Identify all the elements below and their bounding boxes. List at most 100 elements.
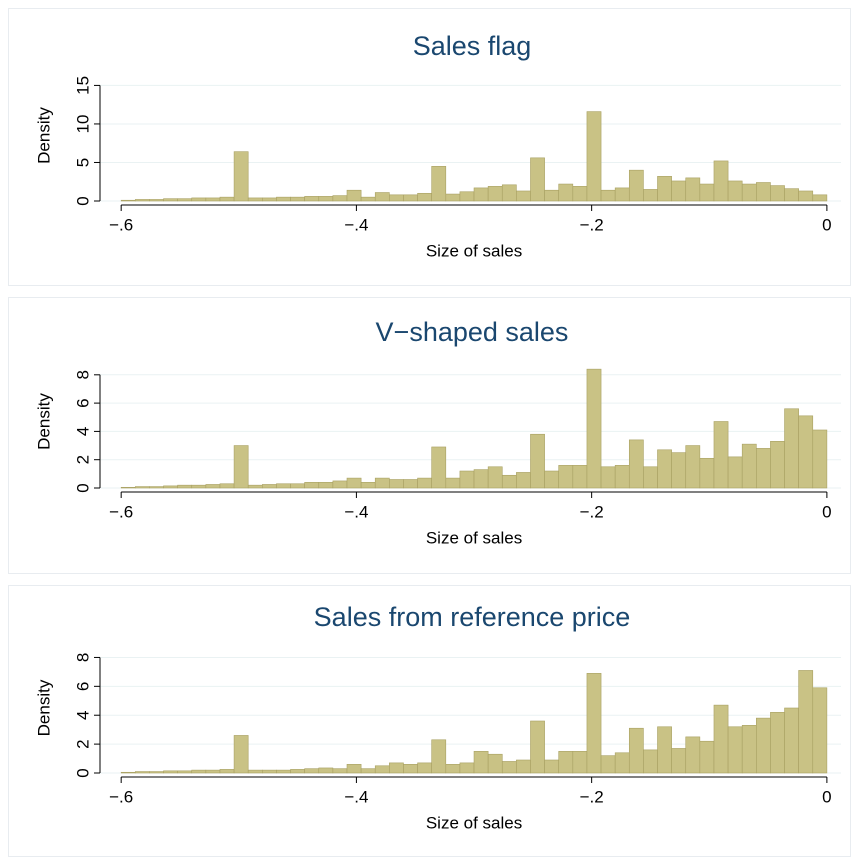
histogram-bar [473, 751, 489, 774]
histogram-bar [473, 187, 489, 202]
histogram-bar [445, 764, 461, 774]
y-tick-label: 5 [73, 158, 92, 167]
histogram-bar [544, 759, 560, 774]
histogram-bar [205, 484, 221, 489]
histogram-bar [417, 762, 432, 774]
histogram-bar [643, 466, 658, 489]
histogram-bar [530, 433, 545, 489]
y-tick-label: 2 [73, 739, 92, 748]
histogram-bar [643, 749, 658, 774]
histogram-bar [770, 712, 785, 774]
histogram-bar [685, 177, 701, 202]
histogram-bar [798, 190, 814, 202]
histogram-bar [389, 762, 404, 774]
histogram-bar [233, 735, 249, 774]
histogram-bar [558, 751, 574, 774]
histogram-bar [628, 439, 644, 489]
histogram-bar [374, 477, 390, 489]
histogram-bar [276, 483, 291, 489]
x-tick-label: −.2 [580, 787, 604, 806]
histogram-bar [304, 482, 320, 489]
y-tick-label: 4 [73, 710, 92, 719]
histogram-bar [332, 768, 348, 774]
histogram-bar [445, 193, 461, 202]
x-tick-label: −.6 [109, 787, 133, 806]
panel-frame [8, 585, 851, 857]
panel-frame [8, 297, 851, 574]
histogram-bar [120, 771, 136, 774]
histogram-bar [713, 421, 729, 489]
histogram-bar [403, 479, 418, 489]
histogram-bar [134, 771, 150, 774]
histogram-bar [671, 180, 687, 202]
histogram-bar [530, 720, 545, 774]
histogram-bar [657, 176, 672, 202]
histogram-bar [600, 755, 616, 774]
histogram-bar [290, 769, 305, 774]
histogram-bar [360, 768, 376, 774]
x-tick-label: −.6 [109, 215, 133, 234]
histogram-bar [614, 465, 630, 489]
x-tick-label: 0 [822, 502, 831, 521]
histogram-bar [149, 486, 164, 489]
histogram-bar [586, 111, 602, 202]
y-tick-label: 10 [73, 114, 92, 133]
histogram-bar [247, 197, 263, 202]
chart-title: Sales flag [413, 31, 532, 61]
histogram-bar [233, 445, 249, 489]
histogram-bar [219, 769, 235, 774]
y-tick-label: 0 [73, 196, 92, 205]
histogram-bar [685, 445, 701, 489]
histogram-bar [360, 196, 376, 202]
histogram-bar [501, 474, 517, 489]
histogram-bar [741, 725, 757, 774]
y-tick-label: 15 [73, 76, 92, 95]
histogram-bar [247, 769, 263, 774]
histogram-bar [191, 769, 207, 774]
histogram-bar [628, 727, 644, 774]
histogram-bar [389, 479, 404, 489]
histogram-bar [177, 198, 193, 202]
histogram-bar [177, 770, 193, 774]
histogram-bar [812, 687, 828, 774]
histogram-bar [318, 767, 334, 774]
x-tick-label: −.2 [580, 215, 604, 234]
histogram-bar [770, 441, 785, 489]
histogram-bar [205, 197, 221, 202]
y-tick-label: 0 [73, 768, 92, 777]
histogram-bar [346, 764, 362, 774]
histogram-bar [445, 477, 461, 489]
histogram-bar [600, 466, 616, 489]
y-tick-label: 6 [73, 398, 92, 407]
x-tick-label: −.4 [344, 502, 368, 521]
histogram-bar [120, 199, 136, 202]
plot [100, 368, 841, 489]
histogram-bar [671, 748, 687, 774]
histogram-bar [600, 189, 616, 202]
histogram-bar [558, 465, 574, 489]
histogram-bar [459, 762, 475, 774]
histogram-bar [431, 446, 447, 489]
histogram-bar [501, 184, 517, 202]
histogram-bar [459, 470, 475, 489]
histogram-bar [219, 483, 235, 489]
histogram-bar [487, 186, 503, 202]
histogram-bar [374, 192, 390, 202]
histogram-bar [219, 196, 235, 202]
x-tick-label: 0 [822, 787, 831, 806]
histogram-bar [586, 673, 602, 774]
histogram-bar [318, 196, 334, 202]
histogram-bar [346, 477, 362, 489]
histogram-bar [191, 197, 207, 202]
histogram-bar [431, 166, 447, 202]
histogram-bar [417, 477, 432, 489]
histogram-bar [516, 472, 531, 489]
x-tick-label: −.4 [344, 787, 368, 806]
histogram-bar [657, 449, 672, 489]
histogram-bar [318, 482, 334, 489]
histogram-bar [120, 486, 136, 489]
histogram-bar [191, 484, 207, 489]
histogram-bar [699, 740, 715, 774]
histogram-bar [784, 707, 799, 774]
